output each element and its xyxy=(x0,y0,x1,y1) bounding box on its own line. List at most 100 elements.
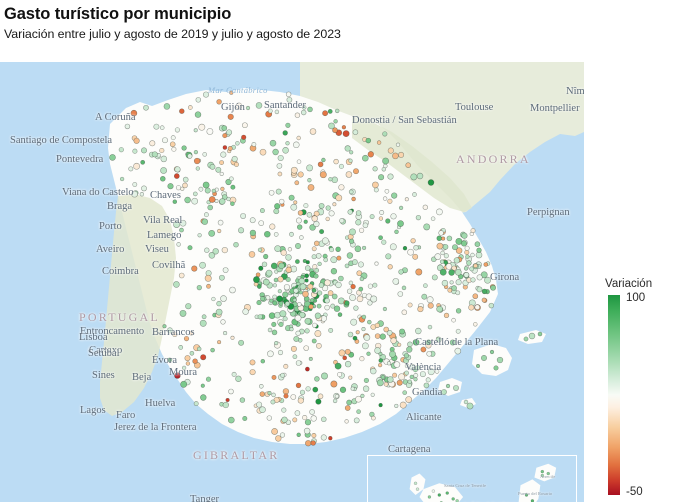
municipality-dot[interactable] xyxy=(181,365,187,371)
municipality-dot[interactable] xyxy=(359,276,365,282)
municipality-dot[interactable] xyxy=(266,415,272,421)
municipality-dot[interactable] xyxy=(333,119,338,124)
municipality-dot[interactable] xyxy=(384,188,390,194)
municipality-dot[interactable] xyxy=(546,471,550,476)
municipality-dot[interactable] xyxy=(219,160,224,165)
municipality-dot[interactable] xyxy=(297,302,302,307)
municipality-dot[interactable] xyxy=(269,298,274,303)
municipality-dot[interactable] xyxy=(385,253,392,260)
municipality-dot[interactable] xyxy=(334,394,340,399)
municipality-dot[interactable] xyxy=(263,253,269,260)
municipality-dot[interactable] xyxy=(189,330,194,336)
municipality-dot[interactable] xyxy=(179,309,187,317)
municipality-dot[interactable] xyxy=(353,417,360,424)
municipality-dot[interactable] xyxy=(370,295,378,303)
municipality-dot[interactable] xyxy=(307,283,314,290)
municipality-dot[interactable] xyxy=(289,231,294,237)
municipality-dot[interactable] xyxy=(460,240,468,247)
municipality-dot[interactable] xyxy=(272,283,277,288)
municipality-dot[interactable] xyxy=(362,342,369,350)
municipality-dot[interactable] xyxy=(294,180,300,186)
municipality-dot[interactable] xyxy=(171,146,177,152)
municipality-dot[interactable] xyxy=(230,335,235,340)
municipality-dot[interactable] xyxy=(259,148,267,156)
municipality-dot[interactable] xyxy=(406,346,413,353)
municipality-dot[interactable] xyxy=(441,279,449,287)
municipality-dot[interactable] xyxy=(287,247,293,252)
municipality-dot[interactable] xyxy=(327,108,333,114)
municipality-dot[interactable] xyxy=(344,405,351,411)
municipality-dot[interactable] xyxy=(281,416,288,423)
municipality-dot[interactable] xyxy=(222,401,229,409)
municipality-dot[interactable] xyxy=(277,171,283,177)
municipality-dot[interactable] xyxy=(317,161,324,168)
municipality-dot[interactable] xyxy=(476,247,482,253)
municipality-dot[interactable] xyxy=(393,361,401,368)
municipality-dot[interactable] xyxy=(235,102,243,110)
municipality-dot[interactable] xyxy=(335,281,342,289)
municipality-dot[interactable] xyxy=(348,375,353,380)
municipality-dot[interactable] xyxy=(370,392,375,397)
municipality-dot[interactable] xyxy=(367,319,372,325)
municipality-dot[interactable] xyxy=(167,183,174,190)
municipality-dot[interactable] xyxy=(463,266,469,271)
municipality-dot[interactable] xyxy=(489,349,495,355)
municipality-dot[interactable] xyxy=(398,373,406,381)
municipality-dot[interactable] xyxy=(439,268,447,276)
municipality-dot[interactable] xyxy=(355,210,362,216)
municipality-dot[interactable] xyxy=(295,259,300,264)
municipality-dot[interactable] xyxy=(419,371,426,378)
municipality-dot[interactable] xyxy=(346,252,354,259)
municipality-dot[interactable] xyxy=(268,312,276,320)
municipality-dot[interactable] xyxy=(454,268,462,276)
municipality-dot[interactable] xyxy=(344,348,351,355)
municipality-dot[interactable] xyxy=(431,489,436,493)
municipality-dot[interactable] xyxy=(371,415,376,421)
municipality-dot[interactable] xyxy=(540,469,545,474)
municipality-dot[interactable] xyxy=(290,394,297,400)
municipality-dot[interactable] xyxy=(282,147,289,154)
municipality-dot[interactable] xyxy=(255,102,263,109)
municipality-dot[interactable] xyxy=(269,223,276,230)
municipality-dot[interactable] xyxy=(320,434,327,441)
municipality-dot[interactable] xyxy=(169,141,176,148)
municipality-dot[interactable] xyxy=(352,129,359,135)
municipality-dot[interactable] xyxy=(305,386,311,392)
municipality-dot[interactable] xyxy=(298,277,306,285)
municipality-dot[interactable] xyxy=(160,167,167,174)
municipality-dot[interactable] xyxy=(220,186,225,192)
municipality-dot[interactable] xyxy=(207,204,213,211)
municipality-dot[interactable] xyxy=(231,155,238,163)
municipality-dot[interactable] xyxy=(299,283,307,291)
municipality-dot[interactable] xyxy=(196,346,202,352)
municipality-dot[interactable] xyxy=(378,216,384,221)
municipality-dot[interactable] xyxy=(464,245,470,251)
municipality-dot[interactable] xyxy=(404,353,409,359)
municipality-dot[interactable] xyxy=(285,276,291,283)
municipality-dot[interactable] xyxy=(280,249,287,256)
municipality-dot[interactable] xyxy=(264,230,271,238)
municipality-dot[interactable] xyxy=(407,302,413,308)
municipality-dot[interactable] xyxy=(496,356,504,364)
municipality-dot[interactable] xyxy=(294,410,301,416)
municipality-dot[interactable] xyxy=(205,376,212,382)
municipality-dot[interactable] xyxy=(423,283,428,288)
municipality-dot[interactable] xyxy=(427,179,435,186)
municipality-dot[interactable] xyxy=(386,361,392,366)
municipality-dot[interactable] xyxy=(249,369,256,376)
municipality-dot[interactable] xyxy=(410,173,418,181)
municipality-dot[interactable] xyxy=(211,188,216,194)
municipality-dot[interactable] xyxy=(328,210,335,217)
municipality-dot[interactable] xyxy=(293,141,300,149)
municipality-dot[interactable] xyxy=(338,349,346,357)
municipality-dot[interactable] xyxy=(268,189,275,196)
municipality-dot[interactable] xyxy=(470,252,475,258)
municipality-dot[interactable] xyxy=(231,371,237,377)
municipality-dot[interactable] xyxy=(367,300,373,306)
municipality-dot[interactable] xyxy=(227,113,234,120)
municipality-dot[interactable] xyxy=(141,147,147,154)
municipality-dot[interactable] xyxy=(451,317,456,323)
municipality-dot[interactable] xyxy=(234,162,239,167)
municipality-dot[interactable] xyxy=(238,339,245,346)
municipality-dot[interactable] xyxy=(182,182,188,189)
